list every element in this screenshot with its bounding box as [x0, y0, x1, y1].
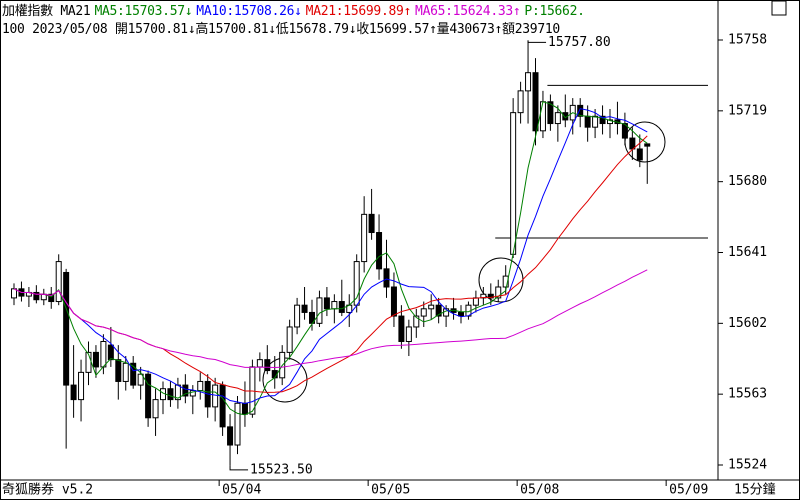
- candle-body: [107, 344, 114, 361]
- candle-body: [197, 380, 204, 392]
- candle-body: [592, 115, 599, 128]
- candle-body: [264, 359, 271, 372]
- candle-body: [539, 101, 546, 132]
- subheader: 100 2023/05/08 開15700.81↓高15700.81↓低1567…: [2, 22, 560, 37]
- candle-body: [525, 72, 532, 92]
- candle-body: [547, 101, 554, 125]
- header-item: MA21:15699.89↑: [305, 4, 412, 19]
- candle-body: [398, 315, 405, 342]
- y-tick-label: 15602: [728, 316, 767, 331]
- annotation: 15523.50: [250, 462, 313, 477]
- footer-left: 奇狐勝券 v5.2: [2, 482, 93, 498]
- candle-body: [458, 311, 464, 317]
- y-tick-label: 15524: [728, 458, 767, 473]
- candle-body: [212, 384, 219, 408]
- candle-body: [383, 268, 390, 288]
- candle-body: [405, 326, 412, 342]
- candle-body: [241, 402, 248, 415]
- candle-body: [644, 143, 651, 147]
- candle-body: [338, 301, 345, 313]
- candle-body: [517, 90, 524, 114]
- footer-right: 15分鐘: [734, 482, 776, 498]
- candle-body: [495, 286, 502, 299]
- candle-body: [152, 399, 159, 419]
- candle-body: [130, 362, 137, 386]
- header-item: 加權指數 MA21: [2, 4, 91, 19]
- y-tick-label: 15680: [728, 174, 767, 189]
- candle-body: [286, 326, 293, 353]
- candle-body: [413, 315, 420, 328]
- y-tick-label: 15563: [728, 387, 767, 402]
- candle-body: [92, 351, 99, 368]
- candle-body: [428, 304, 435, 310]
- annotation: 15757.80: [548, 35, 611, 50]
- candle-body: [256, 359, 263, 368]
- candle-body: [227, 426, 234, 446]
- candle-body: [100, 340, 107, 368]
- candle-body: [167, 388, 174, 401]
- candle-body: [70, 384, 77, 401]
- y-tick-label: 15719: [728, 103, 767, 118]
- candle-body: [234, 402, 241, 446]
- candle-body: [316, 297, 323, 324]
- candle-body: [435, 304, 442, 317]
- scroll-button[interactable]: [771, 0, 787, 16]
- candle-body: [63, 271, 70, 386]
- candle-body: [189, 390, 196, 397]
- candle-body: [33, 291, 40, 301]
- candle-body: [636, 148, 643, 161]
- candle-body: [554, 112, 561, 125]
- candle-body: [532, 72, 539, 132]
- y-tick-label: 15758: [728, 33, 767, 48]
- candle-body: [502, 275, 509, 288]
- ma-line: [13, 269, 648, 369]
- candle-body: [584, 115, 591, 128]
- candle-body: [376, 232, 383, 270]
- x-tick-label: 05/04: [222, 483, 261, 498]
- candle-body: [361, 213, 368, 263]
- candle-body: [607, 119, 613, 125]
- x-tick-label: 05/05: [371, 483, 410, 498]
- candle-body: [78, 371, 85, 401]
- candle-body: [137, 373, 144, 386]
- candle-body: [323, 297, 330, 310]
- candle-body: [48, 293, 55, 303]
- candle-body: [472, 297, 479, 306]
- header-item: P:15662.: [524, 4, 585, 19]
- ma-line: [13, 108, 648, 404]
- candle-body: [510, 112, 517, 255]
- candle-body: [487, 293, 494, 299]
- candle-body: [294, 304, 301, 328]
- header-item: MA65:15624.33↑: [415, 4, 521, 19]
- candle-body: [621, 123, 628, 139]
- candle-body: [219, 384, 226, 428]
- candle-body: [182, 384, 189, 397]
- candle-body: [122, 362, 129, 382]
- candle-body: [353, 261, 360, 306]
- candle-body: [55, 261, 62, 303]
- candle-body: [577, 104, 584, 117]
- header: 加權指數 MA21 MA5:15703.57↓ MA10:15708.26↓ MA21…: [2, 0, 589, 19]
- annotation-leader: [229, 465, 249, 471]
- candle-body: [331, 301, 338, 310]
- candle-body: [301, 304, 308, 313]
- header-item: MA5:15703.57↓: [94, 4, 193, 19]
- candle-body: [145, 373, 152, 419]
- annotation-leader: [527, 40, 547, 43]
- ma-line: [13, 101, 648, 416]
- header-item: MA10:15708.26↓: [196, 4, 302, 19]
- candle-body: [420, 308, 427, 317]
- candle-body: [599, 115, 606, 125]
- candle-body: [115, 359, 122, 382]
- y-tick-label: 15641: [728, 245, 767, 260]
- candle-body: [390, 286, 397, 317]
- x-tick-label: 05/09: [669, 483, 708, 498]
- x-tick-label: 05/08: [520, 483, 559, 498]
- candle-body: [368, 213, 375, 234]
